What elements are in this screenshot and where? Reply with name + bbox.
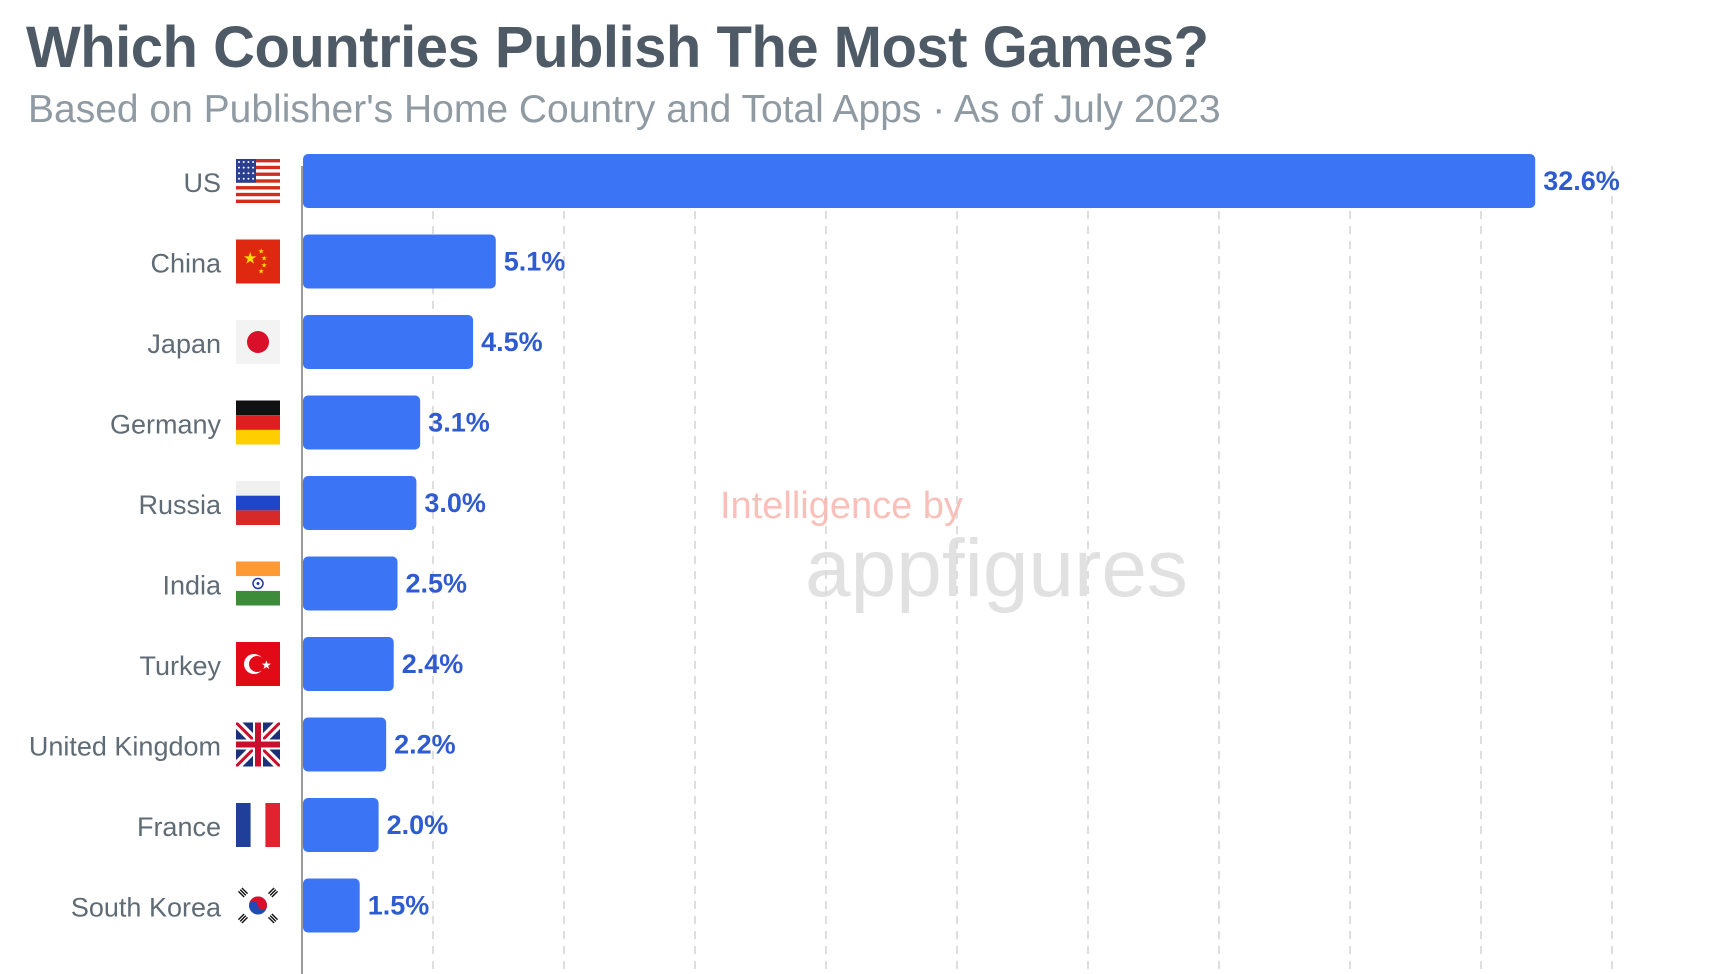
- chart-subtitle: Based on Publisher's Home Country and To…: [28, 88, 1221, 131]
- value-label: 2.4%: [402, 649, 464, 679]
- bar-south-korea: [303, 878, 360, 933]
- category-labels: US China Japan Germany Russia India Turkey Unit…: [29, 168, 222, 923]
- flag-icons: ★ ★★★★★: [236, 159, 280, 928]
- category-label: South Korea: [71, 893, 222, 923]
- svg-text:★: ★: [258, 268, 264, 276]
- us-flag-icon: [236, 159, 280, 203]
- germany-flag-icon: [236, 400, 280, 445]
- japan-flag-icon: [236, 320, 280, 364]
- russia-flag-icon: [236, 481, 280, 525]
- appfigures-watermark: Intelligence by appfigures: [720, 485, 1188, 614]
- china-flag-icon: ★ ★★★★: [236, 239, 280, 284]
- bar-us: [303, 154, 1536, 208]
- category-label: US: [183, 168, 221, 198]
- svg-text:★: ★: [258, 248, 264, 256]
- value-label: 5.1%: [504, 247, 566, 277]
- united-kingdom-flag-icon: [236, 722, 280, 767]
- value-label: 2.5%: [405, 569, 467, 599]
- svg-text:★: ★: [261, 262, 267, 270]
- france-flag-icon: [236, 803, 280, 847]
- watermark-line-2: appfigures: [805, 523, 1188, 614]
- value-labels: 32.6% 5.1% 4.5% 3.1% 3.0% 2.5% 2.4% 2.2% 2.0% 1.5…: [368, 166, 1620, 921]
- svg-text:★: ★: [261, 658, 272, 672]
- value-label: 1.5%: [368, 891, 430, 921]
- value-label: 3.0%: [424, 488, 486, 518]
- category-label: Turkey: [139, 651, 221, 681]
- bar-germany: [303, 395, 421, 450]
- bar-united-kingdom: [303, 717, 387, 772]
- category-label: France: [137, 812, 221, 842]
- bar-france: [303, 798, 379, 852]
- value-label: 4.5%: [481, 327, 543, 357]
- category-label: Japan: [147, 329, 221, 359]
- bar-india: [303, 556, 398, 611]
- category-label: China: [150, 249, 222, 279]
- bar-russia: [303, 476, 417, 530]
- south-korea-flag-icon: [236, 883, 280, 928]
- svg-text:★: ★: [243, 249, 257, 268]
- value-label: 3.1%: [428, 408, 490, 438]
- value-label: 2.0%: [387, 810, 449, 840]
- watermark-line-1: Intelligence by: [720, 485, 963, 527]
- category-label: Russia: [138, 490, 222, 520]
- chart-title: Which Countries Publish The Most Games?: [26, 15, 1209, 80]
- value-label: 32.6%: [1543, 166, 1620, 196]
- svg-text:★: ★: [261, 255, 267, 263]
- category-label: Germany: [110, 410, 222, 440]
- bar-china: [303, 234, 496, 289]
- india-flag-icon: [236, 561, 280, 606]
- bar-japan: [303, 315, 474, 369]
- bar-turkey: [303, 637, 394, 691]
- category-label: India: [162, 571, 222, 601]
- value-label: 2.2%: [394, 730, 456, 760]
- turkey-flag-icon: ★: [236, 642, 280, 686]
- bars: [303, 154, 1536, 933]
- category-label: United Kingdom: [29, 732, 221, 762]
